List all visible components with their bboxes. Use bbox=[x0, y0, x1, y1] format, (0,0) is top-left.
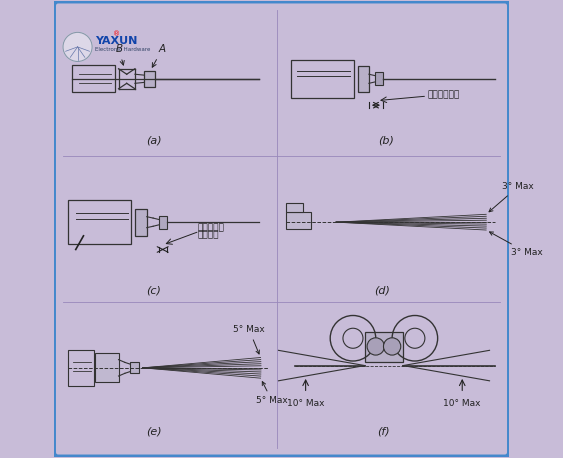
Ellipse shape bbox=[343, 328, 363, 348]
Text: 3° Max: 3° Max bbox=[489, 182, 534, 212]
FancyBboxPatch shape bbox=[291, 60, 354, 98]
Ellipse shape bbox=[405, 328, 425, 348]
Text: 5° Max: 5° Max bbox=[256, 382, 288, 405]
Text: 5° Max: 5° Max bbox=[233, 326, 265, 354]
FancyBboxPatch shape bbox=[144, 71, 155, 87]
FancyBboxPatch shape bbox=[95, 353, 119, 382]
Text: B: B bbox=[115, 44, 124, 65]
FancyBboxPatch shape bbox=[286, 212, 311, 229]
FancyBboxPatch shape bbox=[286, 202, 303, 212]
Ellipse shape bbox=[367, 338, 385, 355]
FancyBboxPatch shape bbox=[375, 72, 383, 85]
Text: 3° Max: 3° Max bbox=[490, 232, 543, 257]
Circle shape bbox=[63, 33, 92, 61]
Text: ®: ® bbox=[113, 31, 120, 37]
Text: Electronic Hardware: Electronic Hardware bbox=[95, 47, 150, 52]
FancyBboxPatch shape bbox=[68, 349, 94, 386]
Text: (d): (d) bbox=[374, 285, 390, 295]
Text: 10° Max: 10° Max bbox=[287, 399, 324, 408]
FancyBboxPatch shape bbox=[72, 65, 115, 93]
Text: (a): (a) bbox=[146, 135, 162, 145]
Text: (f): (f) bbox=[378, 426, 390, 436]
Text: (b): (b) bbox=[378, 135, 394, 145]
Text: 10° Max: 10° Max bbox=[444, 399, 481, 408]
FancyBboxPatch shape bbox=[135, 208, 147, 236]
Text: (e): (e) bbox=[146, 426, 162, 436]
Text: 同时看到皮: 同时看到皮 bbox=[197, 223, 224, 232]
Text: A: A bbox=[152, 44, 166, 67]
Text: YAXUN: YAXUN bbox=[95, 36, 137, 46]
FancyBboxPatch shape bbox=[68, 200, 131, 244]
Text: (c): (c) bbox=[146, 285, 162, 295]
FancyBboxPatch shape bbox=[358, 66, 369, 92]
Text: 线和铜线: 线和铜线 bbox=[197, 230, 219, 240]
FancyBboxPatch shape bbox=[365, 333, 403, 362]
FancyBboxPatch shape bbox=[159, 216, 167, 229]
FancyBboxPatch shape bbox=[131, 362, 140, 373]
Text: 应能看到铜线: 应能看到铜线 bbox=[427, 90, 459, 99]
Ellipse shape bbox=[383, 338, 401, 355]
